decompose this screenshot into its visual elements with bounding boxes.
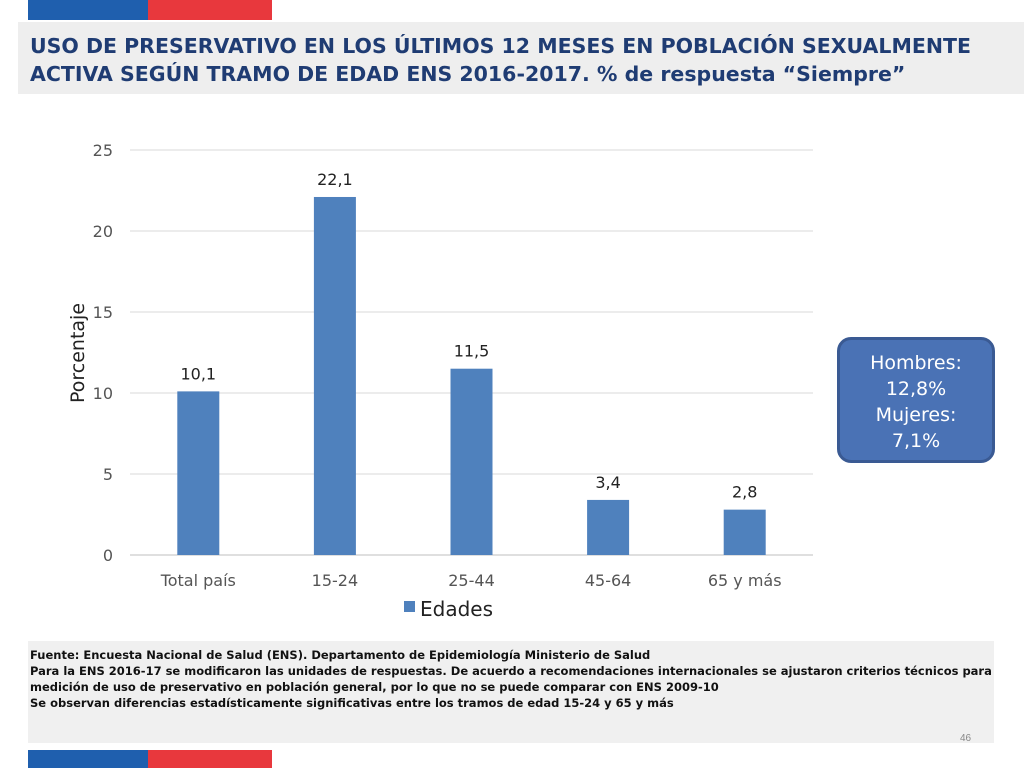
legend-label: Edades bbox=[420, 597, 493, 621]
y-tick-label: 10 bbox=[93, 384, 113, 403]
source-line-1: Fuente: Encuesta Nacional de Salud (ENS)… bbox=[30, 648, 651, 662]
bar-chart: 0 5 10 15 20 25 10,1 22,1 11,5 3,4 2,8 Total país… bbox=[67, 141, 813, 621]
page-title: USO DE PRESERVATIVO EN LOS ÚLTIMOS 12 ME… bbox=[30, 34, 972, 86]
y-tick-label: 15 bbox=[93, 303, 113, 322]
source-notes: Fuente: Encuesta Nacional de Salud (ENS)… bbox=[28, 641, 994, 743]
x-tick-label: 15-24 bbox=[312, 571, 359, 590]
data-label: 22,1 bbox=[317, 170, 353, 189]
callout-line-4: 7,1% bbox=[891, 430, 941, 452]
data-label: 3,4 bbox=[595, 473, 620, 492]
y-tick-labels: 0 5 10 15 20 25 bbox=[93, 141, 113, 565]
bar bbox=[723, 509, 766, 555]
flag-strip-red-top bbox=[148, 0, 272, 20]
callout-line-3: Mujeres: bbox=[875, 404, 957, 426]
source-line-2: Para la ENS 2016-17 se modificaron las u… bbox=[30, 664, 992, 694]
y-tick-label: 5 bbox=[103, 465, 113, 484]
callout-line-2: 12,8% bbox=[885, 378, 947, 400]
gender-callout: Hombres: 12,8% Mujeres: 7,1% bbox=[837, 337, 995, 463]
y-axis-label: Porcentaje bbox=[67, 303, 89, 403]
legend-swatch bbox=[404, 601, 415, 612]
x-tick-label: Total país bbox=[160, 571, 236, 590]
bar bbox=[177, 391, 220, 555]
title-band bbox=[18, 22, 1024, 94]
flag-strip-blue-top bbox=[28, 0, 148, 20]
y-tick-label: 0 bbox=[103, 546, 113, 565]
data-label: 10,1 bbox=[180, 364, 216, 383]
legend: Edades bbox=[404, 597, 493, 621]
page-number: 46 bbox=[960, 733, 972, 744]
x-tick-label: 45-64 bbox=[585, 571, 632, 590]
bar bbox=[313, 196, 356, 556]
flag-strip-red-bottom bbox=[148, 750, 272, 768]
bars bbox=[177, 196, 766, 556]
bar bbox=[450, 368, 493, 555]
data-label: 2,8 bbox=[732, 483, 757, 502]
x-tick-label: 25-44 bbox=[448, 571, 495, 590]
callout-line-1: Hombres: bbox=[870, 352, 962, 374]
y-tick-label: 25 bbox=[93, 141, 113, 160]
x-tick-label: 65 y más bbox=[708, 571, 782, 590]
flag-strip-blue-bottom bbox=[28, 750, 148, 768]
data-label: 11,5 bbox=[454, 342, 490, 361]
source-line-3: Se observan diferencias estadísticamente… bbox=[30, 696, 674, 710]
y-tick-label: 20 bbox=[93, 222, 113, 241]
data-labels: 10,1 22,1 11,5 3,4 2,8 bbox=[180, 170, 757, 502]
x-tick-labels: Total país 15-24 25-44 45-64 65 y más bbox=[160, 571, 782, 590]
bar bbox=[587, 499, 630, 555]
